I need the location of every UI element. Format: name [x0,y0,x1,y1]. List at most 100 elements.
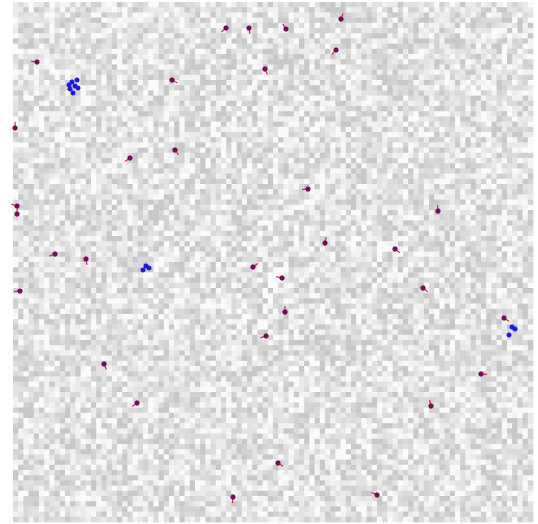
noise-cell [497,158,503,164]
noise-cell [445,80,451,86]
noise-cell [434,28,440,34]
noise-cell [211,168,217,174]
noise-cell [315,127,321,133]
noise-cell [268,80,274,86]
noise-cell [39,75,45,81]
noise-cell [179,2,185,8]
noise-cell [49,18,55,24]
noise-cell [382,116,388,122]
noise-cell [164,246,170,252]
noise-cell [309,28,315,34]
noise-cell [413,12,419,18]
noise-cell [393,137,399,143]
noise-cell [377,226,383,232]
noise-cell [205,174,211,180]
noise-cell [200,241,206,247]
noise-cell [361,90,367,96]
noise-cell [320,158,326,164]
noise-cell [263,33,269,39]
noise-cell [44,12,50,18]
noise-cell [460,168,466,174]
noise-cell [211,231,217,237]
noise-cell [528,38,534,44]
noise-cell [278,122,284,128]
noise-cell [185,90,191,96]
noise-cell [179,148,185,154]
noise-cell [502,28,508,34]
noise-cell [507,210,513,216]
noise-cell [237,33,243,39]
noise-cell [361,116,367,122]
noise-cell [419,116,425,122]
noise-cell [231,127,237,133]
noise-cell [304,49,310,55]
noise-cell [398,210,404,216]
noise-cell [382,179,388,185]
noise-cell [179,127,185,133]
noise-cell [486,246,492,252]
noise-cell [247,7,253,13]
noise-cell [398,184,404,190]
noise-cell [86,49,92,55]
noise-cell [60,220,66,226]
noise-cell [367,200,373,206]
noise-cell [65,116,71,122]
noise-cell [476,189,482,195]
noise-cell [39,18,45,24]
noise-cell [237,184,243,190]
noise-cell [309,33,315,39]
noise-cell [226,179,232,185]
noise-cell [179,257,185,263]
noise-cell [517,220,523,226]
noise-cell [221,38,227,44]
noise-cell [159,200,165,206]
noise-cell [367,137,373,143]
noise-cell [471,127,477,133]
noise-cell [330,101,336,107]
noise-cell [101,111,107,117]
noise-cell [393,101,399,107]
noise-cell [481,49,487,55]
noise-cell [351,33,357,39]
noise-cell [195,38,201,44]
noise-cell [382,90,388,96]
noise-cell [112,231,118,237]
noise-cell [18,2,24,8]
noise-cell [320,38,326,44]
noise-cell [419,231,425,237]
noise-cell [179,23,185,29]
noise-cell [502,231,508,237]
noise-cell [117,153,123,159]
noise-cell [81,194,87,200]
noise-cell [117,137,123,143]
noise-cell [273,59,279,64]
noise-cell [465,194,471,200]
noise-cell [34,54,40,60]
noise-cell [29,64,34,70]
noise-cell [455,168,461,174]
noise-cell [29,168,34,174]
noise-cell [164,236,170,242]
noise-cell [65,54,71,60]
noise-cell [65,122,71,128]
noise-cell [382,246,388,252]
noise-cell [60,28,66,34]
noise-cell [86,18,92,24]
noise-cell [179,241,185,247]
noise-cell [486,122,492,128]
noise-cell [528,241,534,247]
noise-cell [507,194,513,200]
noise-cell [200,122,206,128]
noise-cell [231,148,237,154]
noise-cell [122,38,128,44]
noise-cell [460,49,466,55]
noise-cell [216,23,222,29]
noise-cell [393,64,399,70]
noise-cell [403,158,409,164]
noise-cell [341,168,347,174]
noise-cell [455,189,461,195]
noise-cell [44,246,50,252]
noise-cell [133,80,139,86]
noise-cell [491,194,497,200]
noise-cell [153,132,159,138]
